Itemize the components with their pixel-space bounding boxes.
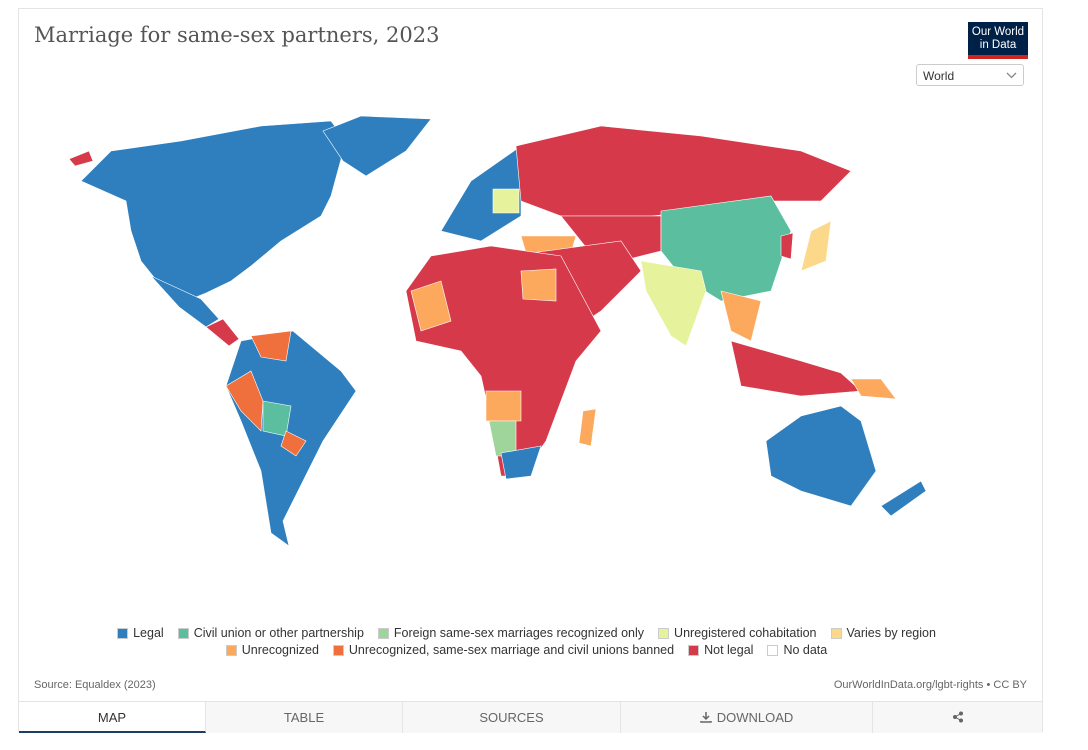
paraguay[interactable] bbox=[280, 430, 307, 457]
logo[interactable]: Our World in Data bbox=[968, 22, 1028, 59]
legend-item[interactable]: Foreign same-sex marriages recognized on… bbox=[377, 626, 645, 640]
license[interactable]: OurWorldInData.org/lgbt-rights • CC BY bbox=[833, 679, 1027, 691]
legend-label: Legal bbox=[133, 626, 164, 640]
japan[interactable] bbox=[800, 220, 832, 272]
legend-item[interactable]: Unrecognized, same-sex marriage and civi… bbox=[332, 643, 675, 657]
indonesia[interactable] bbox=[730, 340, 862, 397]
legend-swatch bbox=[658, 627, 670, 639]
namibia[interactable] bbox=[488, 420, 517, 457]
australia[interactable] bbox=[765, 405, 877, 507]
legend-label: Unregistered cohabitation bbox=[674, 626, 817, 640]
legend-label: No data bbox=[783, 643, 828, 657]
tab[interactable]: DOWNLOAD bbox=[621, 702, 873, 733]
tab[interactable]: MAP bbox=[19, 702, 206, 733]
legend-label: Not legal bbox=[704, 643, 754, 657]
chevron bbox=[1006, 72, 1017, 79]
greenland[interactable] bbox=[322, 115, 432, 177]
tab-bar: MAP TABLE SOURCES DOWNLOAD bbox=[19, 701, 1042, 733]
legend-label: Varies by region bbox=[846, 626, 936, 640]
legend-swatch bbox=[332, 644, 344, 656]
legend-swatch bbox=[830, 627, 842, 639]
source: Source: Equaldex (2023) bbox=[34, 679, 156, 691]
angola[interactable] bbox=[485, 390, 522, 422]
legend-swatch bbox=[225, 644, 237, 656]
india[interactable] bbox=[640, 260, 707, 347]
southeast-asia[interactable] bbox=[720, 290, 762, 342]
peru[interactable] bbox=[225, 370, 264, 432]
tab[interactable]: TABLE bbox=[206, 702, 403, 733]
logo-line: Our World bbox=[971, 26, 1025, 38]
legend-label: Unrecognized, same-sex marriage and civi… bbox=[348, 643, 675, 657]
tab-label: DOWNLOAD bbox=[716, 710, 794, 725]
legend-label: Civil union or other partnership bbox=[193, 626, 364, 640]
north-america[interactable] bbox=[80, 120, 347, 302]
legend-label: Foreign same-sex marriages recognized on… bbox=[393, 626, 645, 640]
legend-item[interactable]: No data bbox=[767, 643, 827, 657]
legend-item[interactable]: Civil union or other partnership bbox=[177, 626, 364, 640]
legend-label: Unrecognized bbox=[241, 643, 319, 657]
region-select[interactable]: World bbox=[916, 64, 1024, 86]
russia[interactable] bbox=[515, 125, 852, 217]
mexico[interactable] bbox=[150, 275, 220, 328]
alaska-islands[interactable] bbox=[68, 150, 94, 167]
west-africa[interactable] bbox=[410, 280, 452, 332]
legend-swatch bbox=[117, 627, 129, 639]
legend-item[interactable]: Varies by region bbox=[830, 626, 936, 640]
papua[interactable] bbox=[850, 378, 897, 400]
legend-swatch bbox=[377, 627, 389, 639]
legend-swatch bbox=[177, 627, 189, 639]
share-tab[interactable] bbox=[873, 702, 1042, 733]
world-map[interactable] bbox=[19, 109, 1042, 559]
new-zealand[interactable] bbox=[880, 480, 927, 517]
bolivia[interactable] bbox=[262, 400, 292, 437]
tab[interactable]: SOURCES bbox=[403, 702, 621, 733]
region-select-label: World bbox=[923, 69, 955, 83]
legend-item[interactable]: Not legal bbox=[688, 643, 753, 657]
africa[interactable] bbox=[405, 245, 602, 477]
legend-item[interactable]: Legal bbox=[117, 626, 164, 640]
korea[interactable] bbox=[780, 232, 794, 260]
venezuela-colombia[interactable] bbox=[250, 330, 292, 362]
eastern-europe[interactable] bbox=[492, 188, 520, 214]
central-america[interactable] bbox=[205, 318, 240, 347]
legend-swatch bbox=[767, 644, 779, 656]
madagascar[interactable] bbox=[578, 408, 597, 447]
legend: Legal Civil union or other partnership For… bbox=[104, 626, 949, 657]
download-icon bbox=[699, 712, 712, 723]
logo-line: in Data bbox=[979, 39, 1017, 51]
south-africa[interactable] bbox=[500, 445, 542, 480]
legend-item[interactable]: Unregistered cohabitation bbox=[658, 626, 817, 640]
chart-title: Marriage for same-sex partners, 2023 bbox=[34, 23, 440, 47]
legend-item[interactable]: Unrecognized bbox=[225, 643, 319, 657]
share-icon bbox=[952, 711, 963, 723]
chart-card: Marriage for same-sex partners, 2023 Our… bbox=[18, 8, 1043, 733]
egypt[interactable] bbox=[520, 268, 557, 302]
legend-swatch bbox=[688, 644, 700, 656]
